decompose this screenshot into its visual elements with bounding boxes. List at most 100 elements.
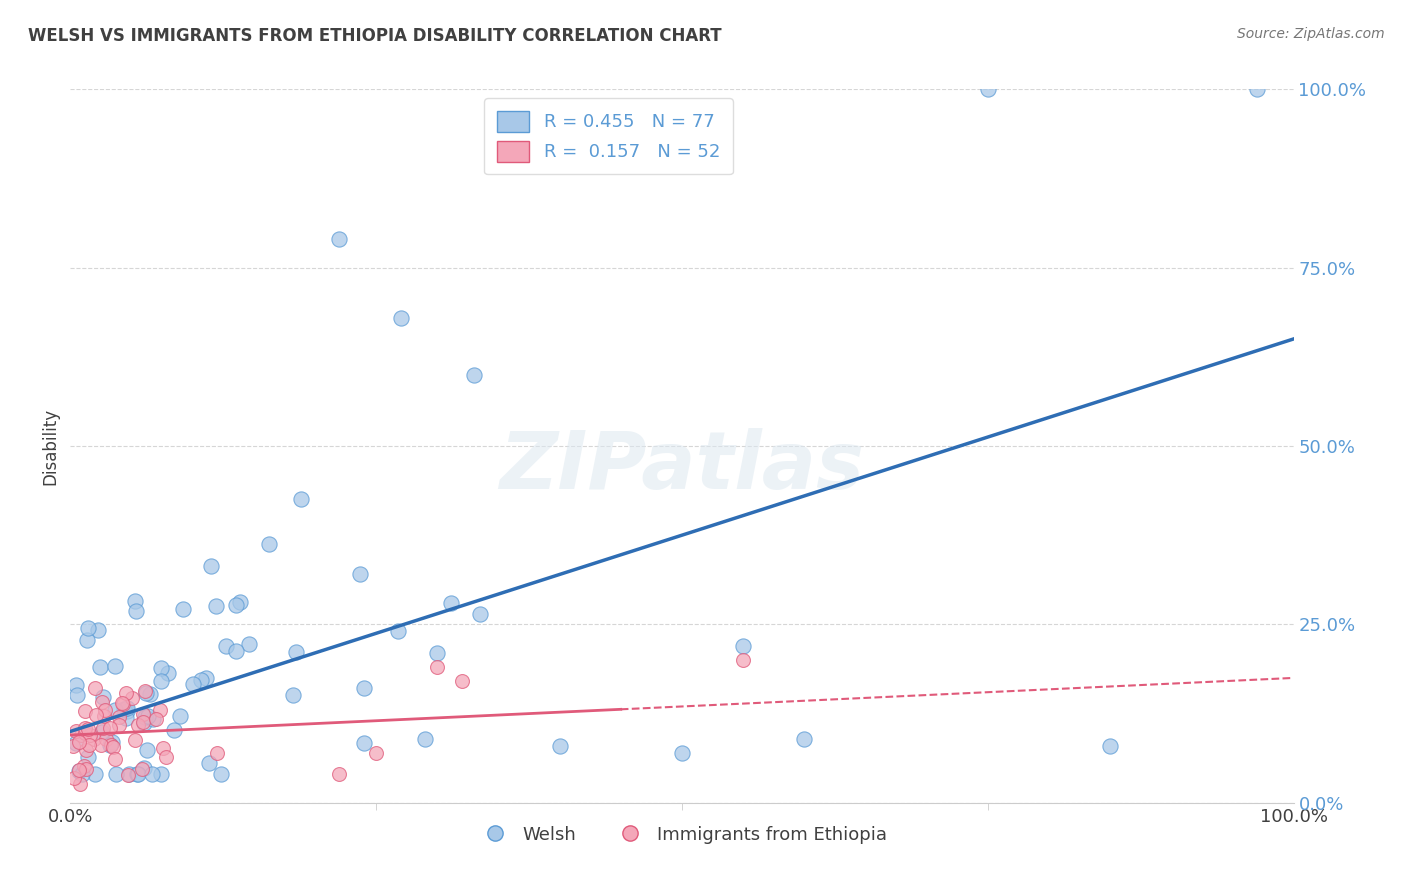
Point [389,310,412,325]
Point [83,681,105,695]
Point [169,709,191,723]
Point [138,687,160,701]
Point [83,732,105,747]
Point [65,723,87,738]
Point [131,714,153,729]
Point [284,645,307,659]
Point [134,684,156,698]
Point [149,767,172,781]
Point [94,732,117,747]
Point [89,660,111,674]
Point [77,738,100,752]
Point [73,725,96,739]
Point [111,696,134,710]
Point [141,767,163,781]
Point [1099,739,1122,753]
Point [1246,82,1268,96]
Point [91,695,114,709]
Point [67,764,90,778]
Point [101,735,124,749]
Point [87,623,110,637]
Point [135,686,157,700]
Point [205,599,228,613]
Point [152,740,174,755]
Point [142,712,165,726]
Point [349,566,371,581]
Point [225,598,247,612]
Point [127,718,149,732]
Point [353,681,375,695]
Point [733,653,755,667]
Point [98,738,121,752]
Point [104,658,127,673]
Point [124,733,146,747]
Point [69,777,91,791]
Point [117,768,139,782]
Point [93,709,115,723]
Point [440,596,463,610]
Point [450,674,472,689]
Point [225,644,247,658]
Point [115,710,138,724]
Point [470,607,492,622]
Point [138,708,160,723]
Point [149,661,172,675]
Point [105,767,128,781]
Point [426,646,449,660]
Point [200,558,222,573]
Point [108,709,131,723]
Point [132,715,155,730]
Text: ZIPatlas: ZIPatlas [499,428,865,507]
Point [104,752,127,766]
Point [172,602,194,616]
Point [115,701,138,715]
Point [132,761,155,775]
Point [124,594,146,608]
Point [259,537,281,551]
Point [215,639,238,653]
Point [93,721,115,735]
Point [94,702,117,716]
Point [91,725,114,739]
Point [194,671,217,685]
Legend: Welsh, Immigrants from Ethiopia: Welsh, Immigrants from Ethiopia [470,819,894,851]
Point [76,750,98,764]
Y-axis label: Disability: Disability [41,408,59,484]
Point [67,764,90,779]
Point [91,690,114,704]
Point [118,767,141,781]
Point [67,735,90,749]
Point [104,703,127,717]
Point [76,633,98,648]
Point [976,82,998,96]
Point [426,660,449,674]
Point [145,712,167,726]
Point [281,688,304,702]
Point [671,746,693,760]
Point [134,710,156,724]
Point [66,688,89,702]
Point [183,677,205,691]
Point [387,624,409,638]
Point [328,767,350,781]
Point [163,723,186,738]
Point [150,673,173,688]
Point [77,722,100,736]
Point [62,772,84,786]
Point [115,686,138,700]
Text: Source: ZipAtlas.com: Source: ZipAtlas.com [1237,27,1385,41]
Point [155,750,177,764]
Point [136,743,159,757]
Point [205,746,228,760]
Point [290,491,312,506]
Point [463,368,485,382]
Point [413,731,436,746]
Point [125,604,148,618]
Point [127,767,149,781]
Point [73,759,96,773]
Point [75,762,97,776]
Point [75,742,97,756]
Point [62,739,84,753]
Point [117,704,139,718]
Point [77,621,100,635]
